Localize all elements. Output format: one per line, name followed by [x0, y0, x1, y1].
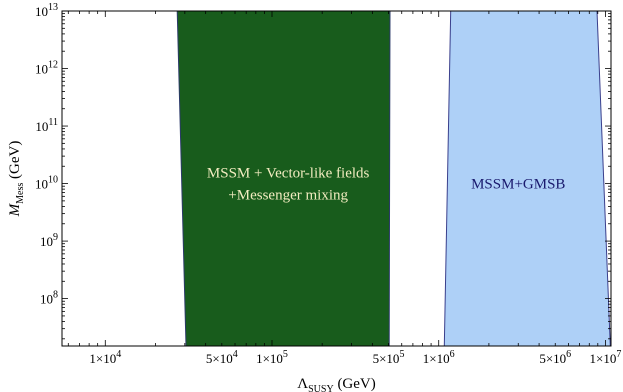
region-2-label-line-1: MSSM+GMSB	[471, 177, 565, 193]
x-tick-label-0: 1×104	[89, 349, 121, 366]
tick-labels-layer: 1×104 5×104 1×105 5×105 1×106 5×106 1×107 108 10…	[35, 2, 621, 366]
y-tick-label-2: 1010	[35, 175, 58, 192]
x-axis-title: ΛSUSY (GeV)	[297, 376, 376, 392]
x-tick-label-6: 1×107	[590, 349, 622, 366]
x-tick-label-5: 5×106	[539, 349, 571, 366]
region-labels-layer: MSSM + Vector-like fields +Messenger mixi…	[207, 166, 566, 204]
y-tick-label-4: 1012	[35, 60, 58, 77]
region-1-label-line-1: MSSM + Vector-like fields	[207, 166, 370, 182]
x-tick-label-4: 1×106	[423, 349, 455, 366]
x-tick-label-2: 1×105	[256, 349, 288, 366]
y-tick-label-5: 1013	[35, 2, 58, 19]
ticks-layer	[62, 10, 611, 346]
y-tick-label-3: 1011	[35, 117, 58, 134]
y-tick-label-1: 109	[40, 232, 58, 249]
x-tick-label-1: 5×104	[206, 349, 238, 366]
regions-layer	[176, 10, 611, 347]
x-tick-label-3: 5×105	[373, 349, 405, 366]
plot-frame	[61, 10, 612, 347]
region-1-label-line-2: +Messenger mixing	[228, 188, 348, 204]
y-axis-title: MMess (GeV)	[7, 141, 26, 218]
y-tick-label-0: 108	[40, 290, 58, 307]
